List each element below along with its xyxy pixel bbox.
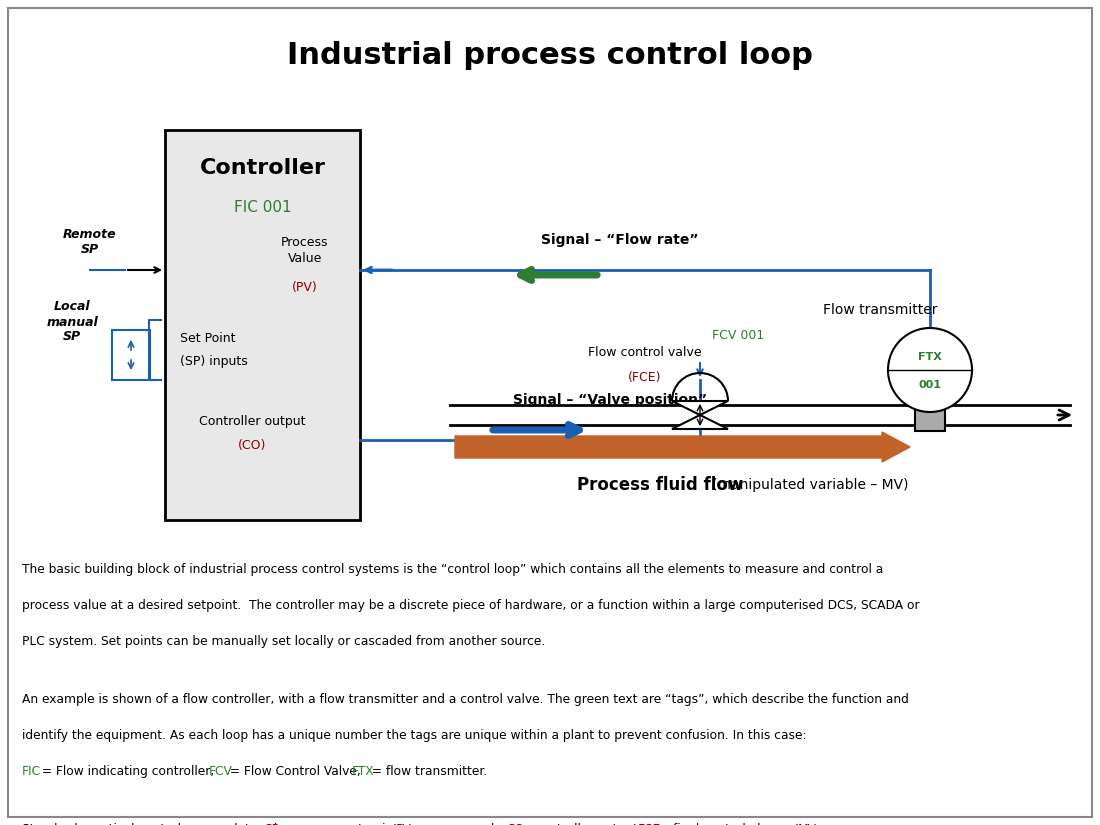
Text: Set Point: Set Point: [180, 332, 235, 345]
Text: An example is shown of a flow controller, with a flow transmitter and a control : An example is shown of a flow controller…: [22, 693, 909, 706]
Text: FTX: FTX: [918, 352, 942, 362]
Polygon shape: [672, 401, 728, 415]
Text: SP: SP: [264, 823, 279, 825]
Text: (CO): (CO): [239, 439, 266, 451]
Text: Local
manual
SP: Local manual SP: [46, 300, 98, 343]
Text: Standard practical control nomenclature is:: Standard practical control nomenclature …: [22, 823, 292, 825]
Text: FIC: FIC: [22, 765, 41, 778]
Text: FIC 001: FIC 001: [233, 200, 292, 215]
Polygon shape: [672, 415, 728, 429]
Text: Process
Value: Process Value: [282, 235, 329, 265]
Text: Controller output: Controller output: [199, 416, 306, 428]
Text: = Flow Control Valve,: = Flow Control Valve,: [226, 765, 364, 778]
Text: 001: 001: [918, 380, 942, 390]
Text: Industrial process control loop: Industrial process control loop: [287, 40, 813, 69]
Text: =: =: [808, 823, 823, 825]
Text: = final control element,: = final control element,: [654, 823, 807, 825]
Text: Process fluid flow: Process fluid flow: [576, 476, 744, 494]
Text: PLC system. Set points can be manually set locally or cascaded from another sour: PLC system. Set points can be manually s…: [22, 635, 546, 648]
Text: FTX: FTX: [352, 765, 375, 778]
Text: = controller output,: = controller output,: [517, 823, 646, 825]
Text: CO: CO: [506, 823, 524, 825]
Text: FCV: FCV: [209, 765, 233, 778]
FancyArrow shape: [455, 432, 910, 462]
Text: = Flow indicating controller,: = Flow indicating controller,: [39, 765, 219, 778]
Text: (PV): (PV): [293, 281, 318, 295]
Text: identify the equipment. As each loop has a unique number the tags are unique wit: identify the equipment. As each loop has…: [22, 729, 806, 742]
Text: = process set point,: = process set point,: [275, 823, 406, 825]
Text: FCV 001: FCV 001: [712, 328, 764, 342]
Text: = process value,: = process value,: [407, 823, 517, 825]
Bar: [165, 130, 360, 520]
Text: FCE: FCE: [638, 823, 661, 825]
Text: MV: MV: [798, 823, 816, 825]
Text: PV: PV: [396, 823, 411, 825]
Text: Signal – “Valve position”: Signal – “Valve position”: [513, 393, 707, 407]
Text: (SP) inputs: (SP) inputs: [180, 356, 248, 369]
Text: Controller: Controller: [199, 158, 326, 178]
Text: (manipulated variable – MV): (manipulated variable – MV): [712, 478, 909, 492]
Text: The basic building block of industrial process control systems is the “control l: The basic building block of industrial p…: [22, 563, 883, 576]
Bar: [915, 399, 945, 431]
Text: Flow transmitter: Flow transmitter: [823, 303, 937, 317]
Circle shape: [888, 328, 972, 412]
Text: Remote
SP: Remote SP: [63, 228, 117, 256]
Text: Signal – “Flow rate”: Signal – “Flow rate”: [541, 233, 698, 247]
Text: = flow transmitter.: = flow transmitter.: [368, 765, 487, 778]
Text: (FCE): (FCE): [628, 370, 662, 384]
Bar: [112, 330, 150, 380]
Text: Flow control valve: Flow control valve: [588, 346, 702, 360]
Text: process value at a desired setpoint.  The controller may be a discrete piece of : process value at a desired setpoint. The…: [22, 599, 920, 612]
